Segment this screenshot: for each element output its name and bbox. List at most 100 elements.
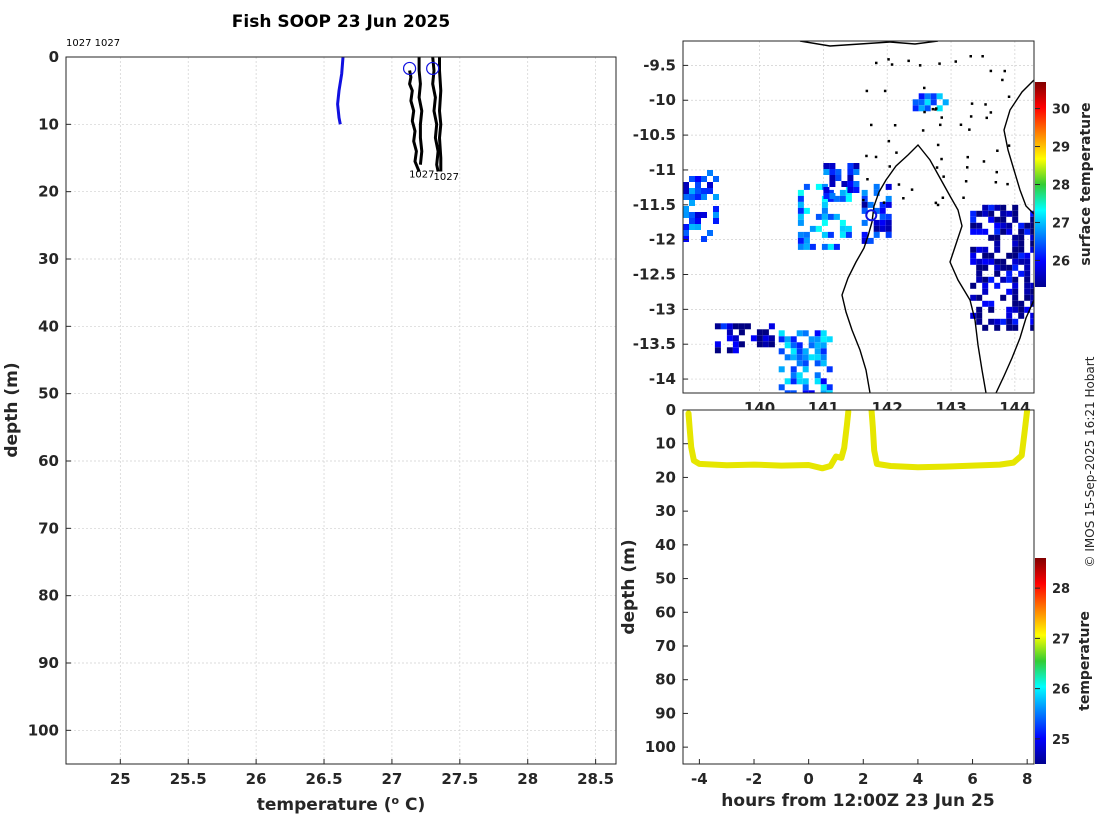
profile-x-axis-label: temperature (o C) — [257, 794, 426, 815]
sst-pixel — [835, 169, 842, 175]
sst-pixel — [1018, 240, 1025, 247]
sst-pixel — [756, 341, 763, 348]
sst-pixel — [988, 276, 995, 283]
sst-pixel — [879, 225, 886, 232]
island-dot — [890, 63, 894, 66]
sst-pixel — [814, 330, 821, 337]
sst-pixel — [885, 231, 892, 238]
sst-pixel — [778, 348, 785, 355]
sst-pixel — [768, 335, 775, 342]
sst-pixel — [1030, 318, 1034, 325]
sst-pixel — [802, 354, 809, 361]
x-label-part-1: temperature ( — [257, 795, 392, 815]
island-dot — [935, 166, 939, 169]
sst-pixel — [1012, 210, 1019, 217]
island-dot — [934, 108, 937, 111]
sst-pixel — [756, 329, 763, 336]
profile-line-blue-profile — [336, 57, 345, 125]
sst-pixel — [1012, 246, 1019, 253]
sst-pixel — [976, 222, 983, 229]
island-dot — [936, 203, 940, 207]
island-dot — [1007, 95, 1011, 98]
sst-pixel — [1018, 258, 1025, 265]
sst-pixel — [879, 201, 886, 208]
sst-pixel — [924, 93, 931, 100]
sst-pixel — [970, 282, 977, 289]
sst-pixel — [695, 188, 701, 194]
x-label-superscript: o — [392, 794, 400, 807]
sst-pixel — [930, 99, 937, 106]
sst-pixel — [826, 366, 833, 373]
sst-pixel — [808, 342, 815, 349]
y-tick-label: 100 — [28, 721, 59, 739]
sst-pixel — [827, 189, 834, 196]
sst-pixel — [976, 210, 983, 217]
sst-pixel — [976, 318, 983, 325]
island-dot — [942, 175, 945, 178]
sst-pixel — [988, 204, 995, 211]
sst-pixel — [1012, 204, 1019, 211]
sst-pixel — [994, 246, 1001, 253]
sst-pixel — [796, 348, 803, 355]
sst-pixel — [994, 204, 1001, 211]
sst-pixel — [873, 219, 880, 226]
sst-pixel — [1012, 216, 1019, 223]
sst-pixel — [845, 195, 852, 202]
sst-pixel — [689, 194, 695, 200]
island-dot — [1007, 144, 1011, 147]
sst-pixel — [823, 187, 830, 193]
sst-pixel — [802, 378, 809, 385]
island-dot — [865, 154, 868, 158]
island-dot — [994, 181, 998, 184]
sst-pixel — [796, 360, 803, 367]
sst-pixel — [829, 193, 836, 199]
profile-plot-area — [66, 57, 616, 764]
profile-grid — [66, 56, 616, 764]
island-dot — [989, 69, 993, 73]
sst-pixel — [1030, 294, 1034, 301]
sst-pixel — [750, 335, 757, 342]
sst-pixel — [970, 210, 977, 217]
sst-pixel — [714, 347, 721, 354]
sst-pixel — [815, 183, 822, 190]
sst-pixel — [821, 243, 828, 250]
sst-pixel — [982, 258, 989, 265]
sst-pixel — [1000, 318, 1007, 325]
sst-pixel — [695, 182, 701, 188]
sst-pixel — [853, 169, 860, 175]
island-dot — [984, 103, 987, 106]
sst-pixel — [1012, 324, 1019, 331]
sst-pixel — [797, 231, 804, 238]
island-dot — [931, 107, 935, 111]
sst-pixel — [1024, 258, 1031, 265]
sst-pixel — [982, 324, 989, 331]
profile-top-annotation: 1027 1027 — [66, 38, 120, 49]
surface-marker — [426, 61, 440, 76]
island-dot — [923, 110, 926, 114]
island-dot — [918, 64, 922, 67]
sst-pixel — [982, 204, 989, 211]
sst-pixel — [796, 372, 803, 379]
sst-pixel — [803, 231, 810, 238]
sst-pixel — [988, 216, 995, 223]
y-tick-label: 10 — [38, 115, 59, 133]
sst-pixel — [873, 207, 880, 214]
sst-pixel — [982, 228, 989, 235]
x-tick-label: 26.5 — [306, 770, 343, 788]
sst-pixel — [861, 195, 868, 202]
island-dot — [874, 155, 878, 159]
sst-pixel — [847, 169, 854, 175]
sst-pixel — [821, 231, 828, 238]
sst-pixel — [784, 342, 791, 349]
sst-pixel — [1018, 222, 1025, 229]
sst-pixel — [689, 200, 695, 206]
sst-pixel — [796, 330, 803, 337]
sst-pixel — [814, 336, 821, 343]
y-tick-label: 70 — [38, 519, 59, 537]
sst-pixel — [994, 258, 1001, 265]
sst-colorbar-tick-label: 26 — [1052, 254, 1070, 269]
map-y-tick-label: -10 — [649, 91, 676, 109]
sst-pixel — [827, 231, 834, 238]
temperature-colorbar-ticks: 25 26 27 28 — [1035, 582, 1070, 748]
sst-pixel — [994, 318, 1001, 325]
